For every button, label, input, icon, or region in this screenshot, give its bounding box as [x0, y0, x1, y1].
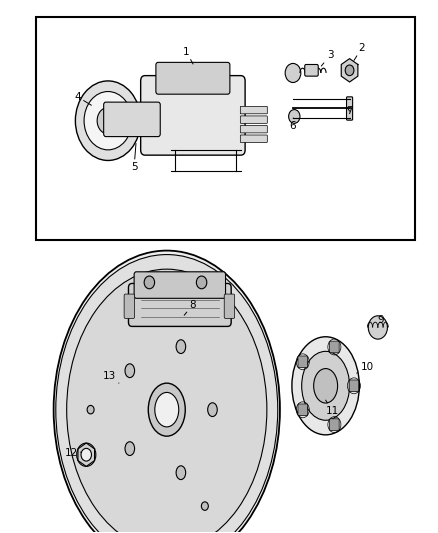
FancyBboxPatch shape	[349, 380, 359, 392]
Ellipse shape	[53, 251, 280, 533]
Text: 13: 13	[102, 372, 119, 383]
FancyBboxPatch shape	[128, 284, 231, 326]
Circle shape	[289, 110, 300, 123]
Ellipse shape	[125, 364, 134, 377]
Circle shape	[97, 108, 119, 134]
Text: 10: 10	[357, 362, 374, 373]
Ellipse shape	[176, 466, 186, 480]
Ellipse shape	[155, 392, 179, 427]
Text: 1: 1	[183, 47, 193, 64]
FancyBboxPatch shape	[240, 116, 267, 123]
Ellipse shape	[314, 368, 338, 403]
Text: 12: 12	[64, 448, 81, 458]
Ellipse shape	[302, 351, 350, 420]
FancyBboxPatch shape	[134, 272, 226, 298]
FancyBboxPatch shape	[224, 294, 235, 318]
Circle shape	[285, 63, 301, 83]
Text: 8: 8	[184, 300, 196, 316]
FancyBboxPatch shape	[298, 404, 307, 416]
Ellipse shape	[125, 442, 134, 456]
Circle shape	[345, 65, 354, 76]
Circle shape	[201, 309, 208, 318]
Ellipse shape	[67, 269, 267, 533]
FancyBboxPatch shape	[104, 102, 160, 136]
Text: 3: 3	[321, 51, 333, 66]
Circle shape	[77, 443, 96, 466]
Ellipse shape	[56, 255, 278, 533]
Text: 7: 7	[346, 106, 353, 116]
Circle shape	[144, 276, 155, 289]
Circle shape	[201, 502, 208, 510]
Text: 5: 5	[131, 143, 138, 172]
FancyBboxPatch shape	[329, 341, 339, 353]
FancyBboxPatch shape	[329, 419, 339, 431]
Circle shape	[75, 81, 141, 160]
FancyBboxPatch shape	[141, 76, 245, 155]
Text: 4: 4	[74, 92, 92, 105]
FancyBboxPatch shape	[156, 62, 230, 94]
Text: 9: 9	[378, 314, 384, 327]
FancyBboxPatch shape	[298, 356, 307, 368]
Circle shape	[84, 92, 132, 150]
Text: 6: 6	[289, 118, 295, 131]
Text: 2: 2	[354, 43, 365, 60]
FancyBboxPatch shape	[240, 125, 267, 133]
Ellipse shape	[148, 383, 185, 436]
FancyBboxPatch shape	[346, 97, 353, 120]
Ellipse shape	[292, 337, 359, 435]
Circle shape	[196, 276, 207, 289]
Polygon shape	[341, 59, 358, 82]
FancyBboxPatch shape	[240, 107, 267, 114]
Circle shape	[368, 316, 388, 339]
Circle shape	[87, 406, 94, 414]
Ellipse shape	[176, 340, 186, 353]
Circle shape	[81, 448, 92, 461]
Ellipse shape	[208, 403, 217, 417]
Bar	[36, 17, 415, 240]
FancyBboxPatch shape	[240, 135, 267, 142]
Text: 11: 11	[325, 400, 339, 416]
FancyBboxPatch shape	[124, 294, 134, 318]
FancyBboxPatch shape	[305, 64, 318, 76]
